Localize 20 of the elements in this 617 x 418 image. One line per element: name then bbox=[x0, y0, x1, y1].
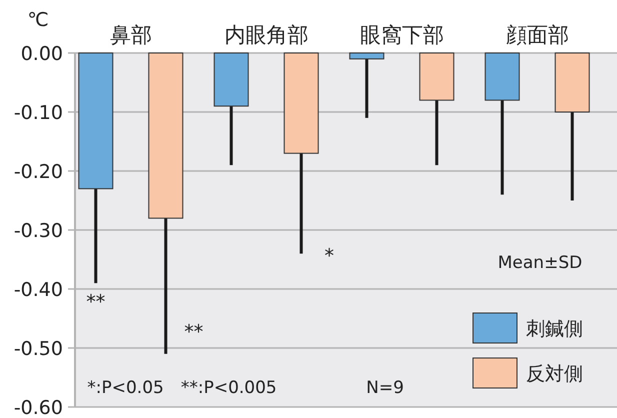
y-tick-label: -0.30 bbox=[14, 220, 63, 242]
y-tick-label: 0.00 bbox=[20, 43, 63, 65]
annotation: * bbox=[324, 245, 334, 267]
y-tick-label: -0.50 bbox=[14, 338, 63, 360]
x-tick-label: 鼻部 bbox=[110, 23, 152, 47]
x-tick-label: 内眼角部 bbox=[224, 23, 308, 47]
annotation: ** bbox=[184, 321, 204, 343]
y-tick-label: -0.40 bbox=[14, 279, 63, 301]
x-tick-label: 顔面部 bbox=[506, 23, 569, 47]
annotation: *:P<0.05 **:P<0.005 bbox=[87, 378, 277, 398]
y-tick-label: -0.60 bbox=[14, 397, 63, 418]
y-axis-title: ℃ bbox=[27, 9, 49, 31]
x-tick-label: 眼窩下部 bbox=[360, 23, 444, 47]
legend-label: 反対側 bbox=[526, 363, 583, 385]
annotation: N=9 bbox=[366, 378, 404, 398]
annotation: ** bbox=[86, 291, 106, 313]
y-tick-label: -0.20 bbox=[14, 161, 63, 183]
y-tick-label: -0.10 bbox=[14, 102, 63, 124]
legend-label: 刺鍼側 bbox=[526, 318, 583, 340]
annotation: Mean±SD bbox=[498, 253, 582, 273]
